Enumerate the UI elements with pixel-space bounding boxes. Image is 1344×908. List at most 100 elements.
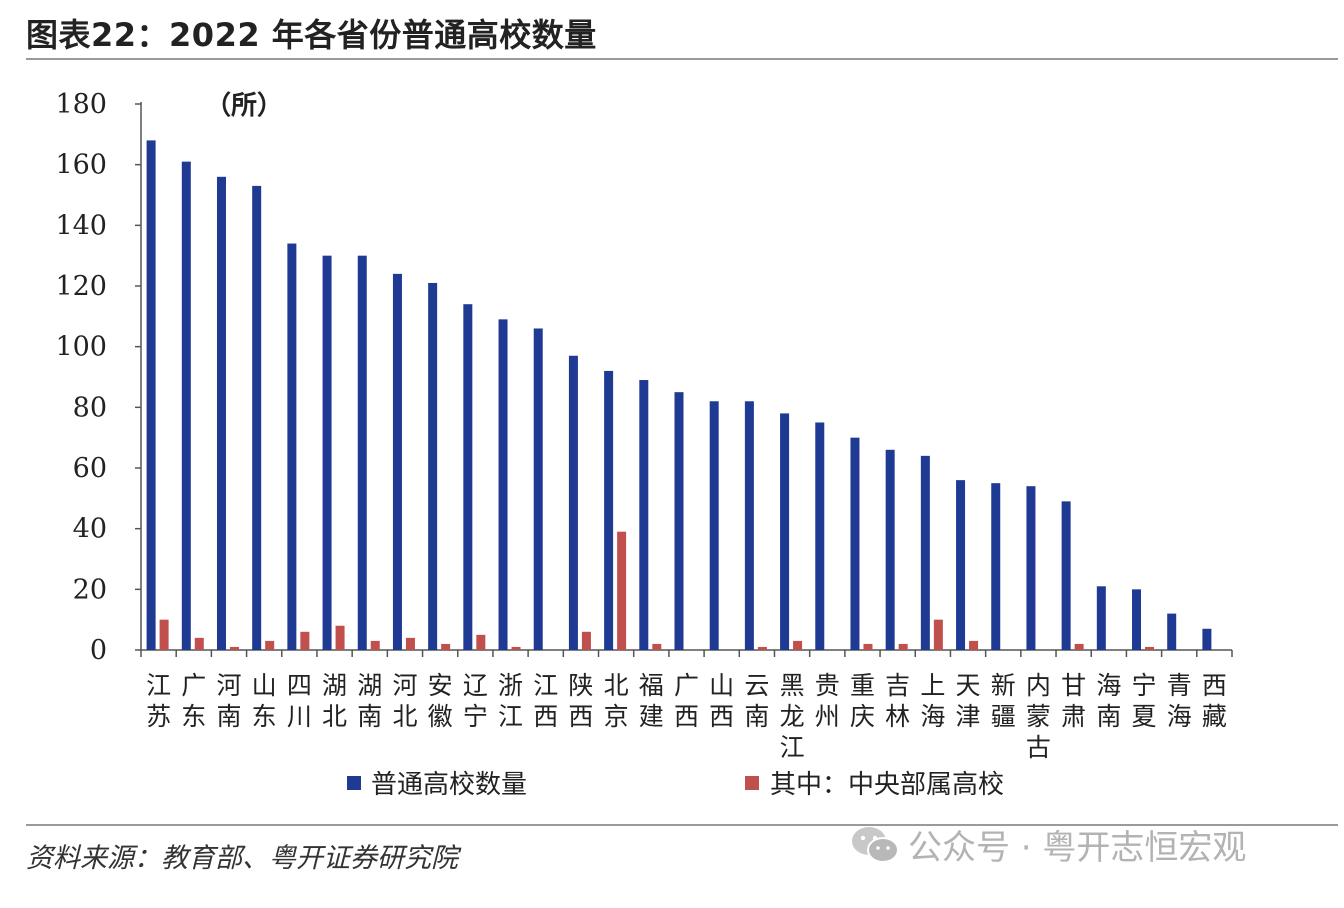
bar-central (617, 531, 627, 650)
bar-central (229, 646, 239, 650)
bar-central (441, 643, 451, 650)
bar-central (405, 637, 415, 650)
y-tick-label: 20 (73, 574, 107, 605)
x-tick-label: 河南 (216, 671, 241, 731)
bar-central (898, 643, 908, 650)
bar-total (252, 185, 262, 650)
source-note: 资料来源：教育部、粤开证券研究院 (26, 843, 458, 874)
bar-central (969, 640, 979, 650)
bar-central (476, 634, 486, 650)
watermark: 公众号 · 粤开志恒宏观 (850, 820, 1246, 869)
bar-total (1096, 586, 1106, 650)
bar-total (216, 176, 226, 651)
y-tick-label: 80 (73, 392, 107, 423)
y-tick-label: 180 (55, 89, 107, 120)
chart-title: 图表22：2022 年各省份普通高校数量 (26, 16, 597, 54)
bar-central (757, 646, 767, 650)
bar-total (1167, 613, 1177, 650)
bar-total (991, 483, 1001, 650)
x-tick-label: 海南 (1096, 671, 1121, 731)
bar-total (568, 355, 578, 650)
bar-total (639, 380, 649, 650)
legend-swatch-total (347, 776, 361, 790)
x-tick-label: 天津 (956, 671, 981, 731)
bar-central (194, 637, 204, 650)
bar-total (181, 161, 191, 650)
bar-total (604, 370, 614, 650)
bar-total (533, 328, 543, 650)
y-tick-label: 120 (55, 271, 107, 302)
x-tick-label: 宁夏 (1132, 671, 1157, 731)
bar-total (146, 140, 156, 650)
bar-central (581, 631, 591, 650)
bar-total (357, 255, 367, 650)
x-tick-label: 湖北 (322, 671, 347, 731)
x-tick-label: 甘肃 (1061, 671, 1086, 731)
x-tick-label: 河北 (392, 671, 417, 731)
bar-total (885, 449, 895, 650)
y-tick-label: 40 (73, 514, 107, 545)
y-tick-label: 60 (73, 453, 107, 484)
x-tick-label: 云南 (744, 671, 769, 731)
x-tick-label: 新疆 (991, 671, 1016, 731)
x-tick-label: 上海 (920, 671, 945, 731)
bar-total (322, 255, 332, 650)
x-tick-label: 内蒙古 (1026, 671, 1051, 762)
legend-swatch-central (745, 776, 759, 790)
y-tick-label: 160 (55, 150, 107, 181)
bar-total (498, 319, 508, 650)
bar-central (933, 619, 943, 650)
x-tick-label: 江苏 (146, 671, 171, 731)
x-tick-label: 西藏 (1202, 671, 1227, 731)
legend-label-central: 其中：中央部属高校 (770, 770, 1004, 800)
bar-central (793, 640, 803, 650)
bar-total (428, 282, 438, 650)
x-tick-label: 辽宁 (463, 671, 488, 731)
bar-central (1074, 643, 1084, 650)
bar-central (159, 619, 169, 650)
x-tick-label: 黑龙江 (780, 671, 805, 762)
x-tick-label: 广东 (181, 671, 206, 731)
x-tick-label: 福建 (639, 671, 664, 731)
bar-central (265, 640, 275, 650)
x-tick-label: 山东 (252, 671, 277, 731)
bar-total (850, 437, 860, 650)
bar-total (674, 392, 684, 650)
x-tick-label: 陕西 (568, 671, 593, 731)
bar-total (815, 422, 825, 650)
bar-central (1145, 646, 1155, 650)
bar-total (392, 273, 402, 650)
bar-central (511, 646, 521, 650)
x-tick-label: 青海 (1167, 671, 1192, 731)
bar-total (1026, 486, 1036, 650)
legend-label-total: 普通高校数量 (371, 770, 527, 800)
bar-total (780, 413, 790, 650)
bar-central (863, 643, 873, 650)
bar-total (920, 455, 930, 650)
title-divider (26, 58, 1338, 60)
bar-total (1202, 628, 1212, 650)
x-tick-label: 安徽 (428, 671, 453, 731)
bar-total (744, 401, 754, 650)
y-tick-label: 0 (90, 635, 107, 666)
bar-total (956, 480, 966, 650)
x-tick-label: 吉林 (885, 671, 910, 731)
y-tick-label: 140 (55, 210, 107, 241)
bar-total (709, 401, 719, 650)
x-tick-label: 山西 (709, 671, 734, 731)
bar-total (463, 304, 473, 650)
bar-total (1132, 589, 1142, 650)
x-tick-label: 四川 (287, 671, 312, 731)
x-tick-label: 江西 (533, 671, 558, 731)
wechat-icon (852, 826, 899, 863)
x-tick-label: 湖南 (357, 671, 382, 731)
x-tick-label: 广西 (674, 671, 699, 731)
y-tick-label: 100 (55, 332, 107, 363)
bar-total (287, 243, 297, 651)
x-tick-label: 重庆 (850, 671, 875, 731)
x-tick-label: 北京 (604, 671, 629, 731)
y-unit-label: （所） (205, 91, 283, 121)
watermark-text: 公众号 · 粤开志恒宏观 (908, 828, 1247, 868)
x-tick-label: 浙江 (498, 671, 523, 731)
bar-central (370, 640, 380, 650)
